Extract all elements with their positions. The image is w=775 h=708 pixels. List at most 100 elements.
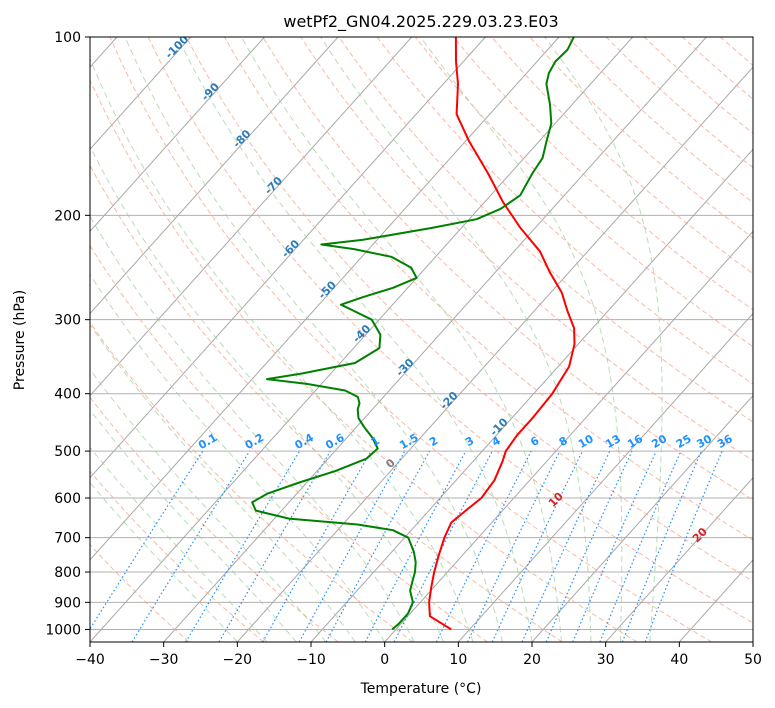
mixing-ratio-line [466, 450, 561, 642]
dry-adiabat [643, 37, 753, 134]
isotherm-gridline [457, 312, 753, 642]
mixing-ratio-line [185, 450, 301, 642]
isotherm-gridline [90, 37, 192, 151]
isotherm-gridline [605, 477, 753, 642]
x-tick-label: 10 [449, 652, 467, 668]
mixing-ratio-label: 0.6 [323, 431, 347, 452]
mixing-ratio-label: 20 [649, 432, 669, 451]
dry-adiabat [605, 37, 753, 169]
isotherm-gridline [90, 37, 486, 479]
mixing-ratio-line [364, 450, 467, 642]
y-tick-label: 800 [54, 565, 81, 581]
mixing-ratio-label: 2 [427, 434, 440, 449]
isotherm-gridline [90, 37, 413, 397]
moist-adiabat [90, 323, 356, 642]
moist-adiabat [124, 37, 503, 642]
mixing-ratio-line [435, 450, 532, 642]
isotherm-label: -90 [199, 80, 222, 103]
y-tick-label: 400 [54, 387, 81, 403]
isotherm-label: -50 [316, 278, 339, 301]
x-tick-label: 30 [597, 652, 615, 668]
y-tick-label: 100 [54, 30, 81, 46]
isotherm-label: -80 [230, 127, 253, 150]
y-tick-label: 500 [54, 444, 81, 460]
dry-adiabat [453, 37, 753, 311]
y-tick-label: 600 [54, 491, 81, 507]
mixing-ratio-label: 16 [625, 432, 645, 451]
mixing-ratio-line [572, 450, 657, 642]
isotherm-gridline [90, 37, 265, 233]
dry-adiabat [262, 37, 753, 501]
mixing-ratio-line [644, 450, 723, 642]
dry-adiabat [147, 37, 753, 624]
mixing-ratio-line [262, 450, 372, 642]
plot-background-lines [90, 37, 775, 642]
mixing-ratio-line [545, 450, 633, 642]
y-tick-label: 300 [54, 313, 81, 329]
dry-adiabat-label: 20 [690, 525, 710, 545]
chart-title: wetPf2_GN04.2025.229.03.23.E03 [283, 12, 558, 32]
y-tick-label: 700 [54, 531, 81, 547]
x-tick-label: 50 [744, 652, 762, 668]
moist-adiabat [90, 446, 268, 642]
dry-adiabat [90, 78, 638, 642]
isotherm-gridline [752, 641, 753, 642]
moist-adiabat [240, 37, 562, 642]
mixing-ratio-label: 8 [557, 434, 570, 449]
dry-adiabat [529, 37, 753, 239]
x-tick-label: −20 [223, 652, 253, 668]
plot-series [251, 37, 576, 631]
isotherm-gridline [163, 37, 707, 642]
mixing-ratio-line [491, 450, 584, 642]
plot-line-labels: -100-90-80-70-60-50-40-30-20-100.1 0.2 0.4… [163, 37, 735, 545]
dry-adiabat [90, 321, 414, 642]
x-tick-label: −40 [75, 652, 105, 668]
x-tick-label: 40 [670, 652, 688, 668]
mixing-ratio-label: 10 [576, 432, 596, 451]
dry-adiabat-label: 10 [546, 490, 566, 510]
isotherm-gridline [531, 394, 753, 642]
dry-adiabat [491, 37, 753, 275]
dry-adiabat [338, 37, 753, 423]
moist-adiabat [420, 37, 623, 642]
dry-adiabat [90, 543, 190, 642]
mixing-ratio-line [90, 450, 204, 631]
dry-adiabat [109, 37, 712, 642]
x-tick-label: −30 [149, 652, 179, 668]
moist-adiabat [90, 368, 327, 642]
isotherm-gridline [678, 559, 753, 642]
moist-adiabat [90, 57, 474, 642]
isotherm-label: -30 [393, 356, 416, 379]
dry-adiabat [759, 37, 775, 642]
y-tick-label: 1000 [45, 622, 81, 638]
moist-adiabat [90, 409, 297, 642]
isotherm-label: -20 [437, 389, 460, 412]
plot-frame [89, 36, 754, 643]
dewpoint-profile-line [251, 37, 575, 631]
mixing-ratio-label: 25 [674, 432, 694, 451]
moist-adiabat [90, 215, 415, 642]
dry-adiabat [224, 37, 753, 541]
isotherm-label: -40 [350, 322, 373, 345]
mixing-ratio-line [599, 450, 682, 642]
mixing-ratio-label: 6 [528, 434, 541, 449]
isotherm-label: -60 [279, 237, 302, 260]
y-tick-label: 900 [54, 595, 81, 611]
y-axis-label: Pressure (hPa) [12, 290, 28, 390]
isotherm-gridline [384, 230, 753, 642]
mixing-ratio-line [621, 450, 702, 642]
mixing-ratio-line [521, 450, 611, 642]
y-tick-label: 200 [54, 208, 81, 224]
moist-adiabat [90, 273, 386, 642]
dry-adiabat [90, 470, 264, 642]
isotherm-gridline [90, 37, 634, 642]
dry-adiabat [567, 37, 753, 204]
isotherm-gridline [236, 66, 753, 642]
x-tick-label: 20 [523, 652, 541, 668]
dry-adiabat [376, 37, 753, 385]
isotherm-gridline [90, 37, 560, 561]
dry-adiabat [414, 37, 753, 348]
x-tick-label: 0 [380, 652, 389, 668]
x-axis: −40 −30 −20 −10 0 10 20 30 40 50 [75, 642, 762, 668]
